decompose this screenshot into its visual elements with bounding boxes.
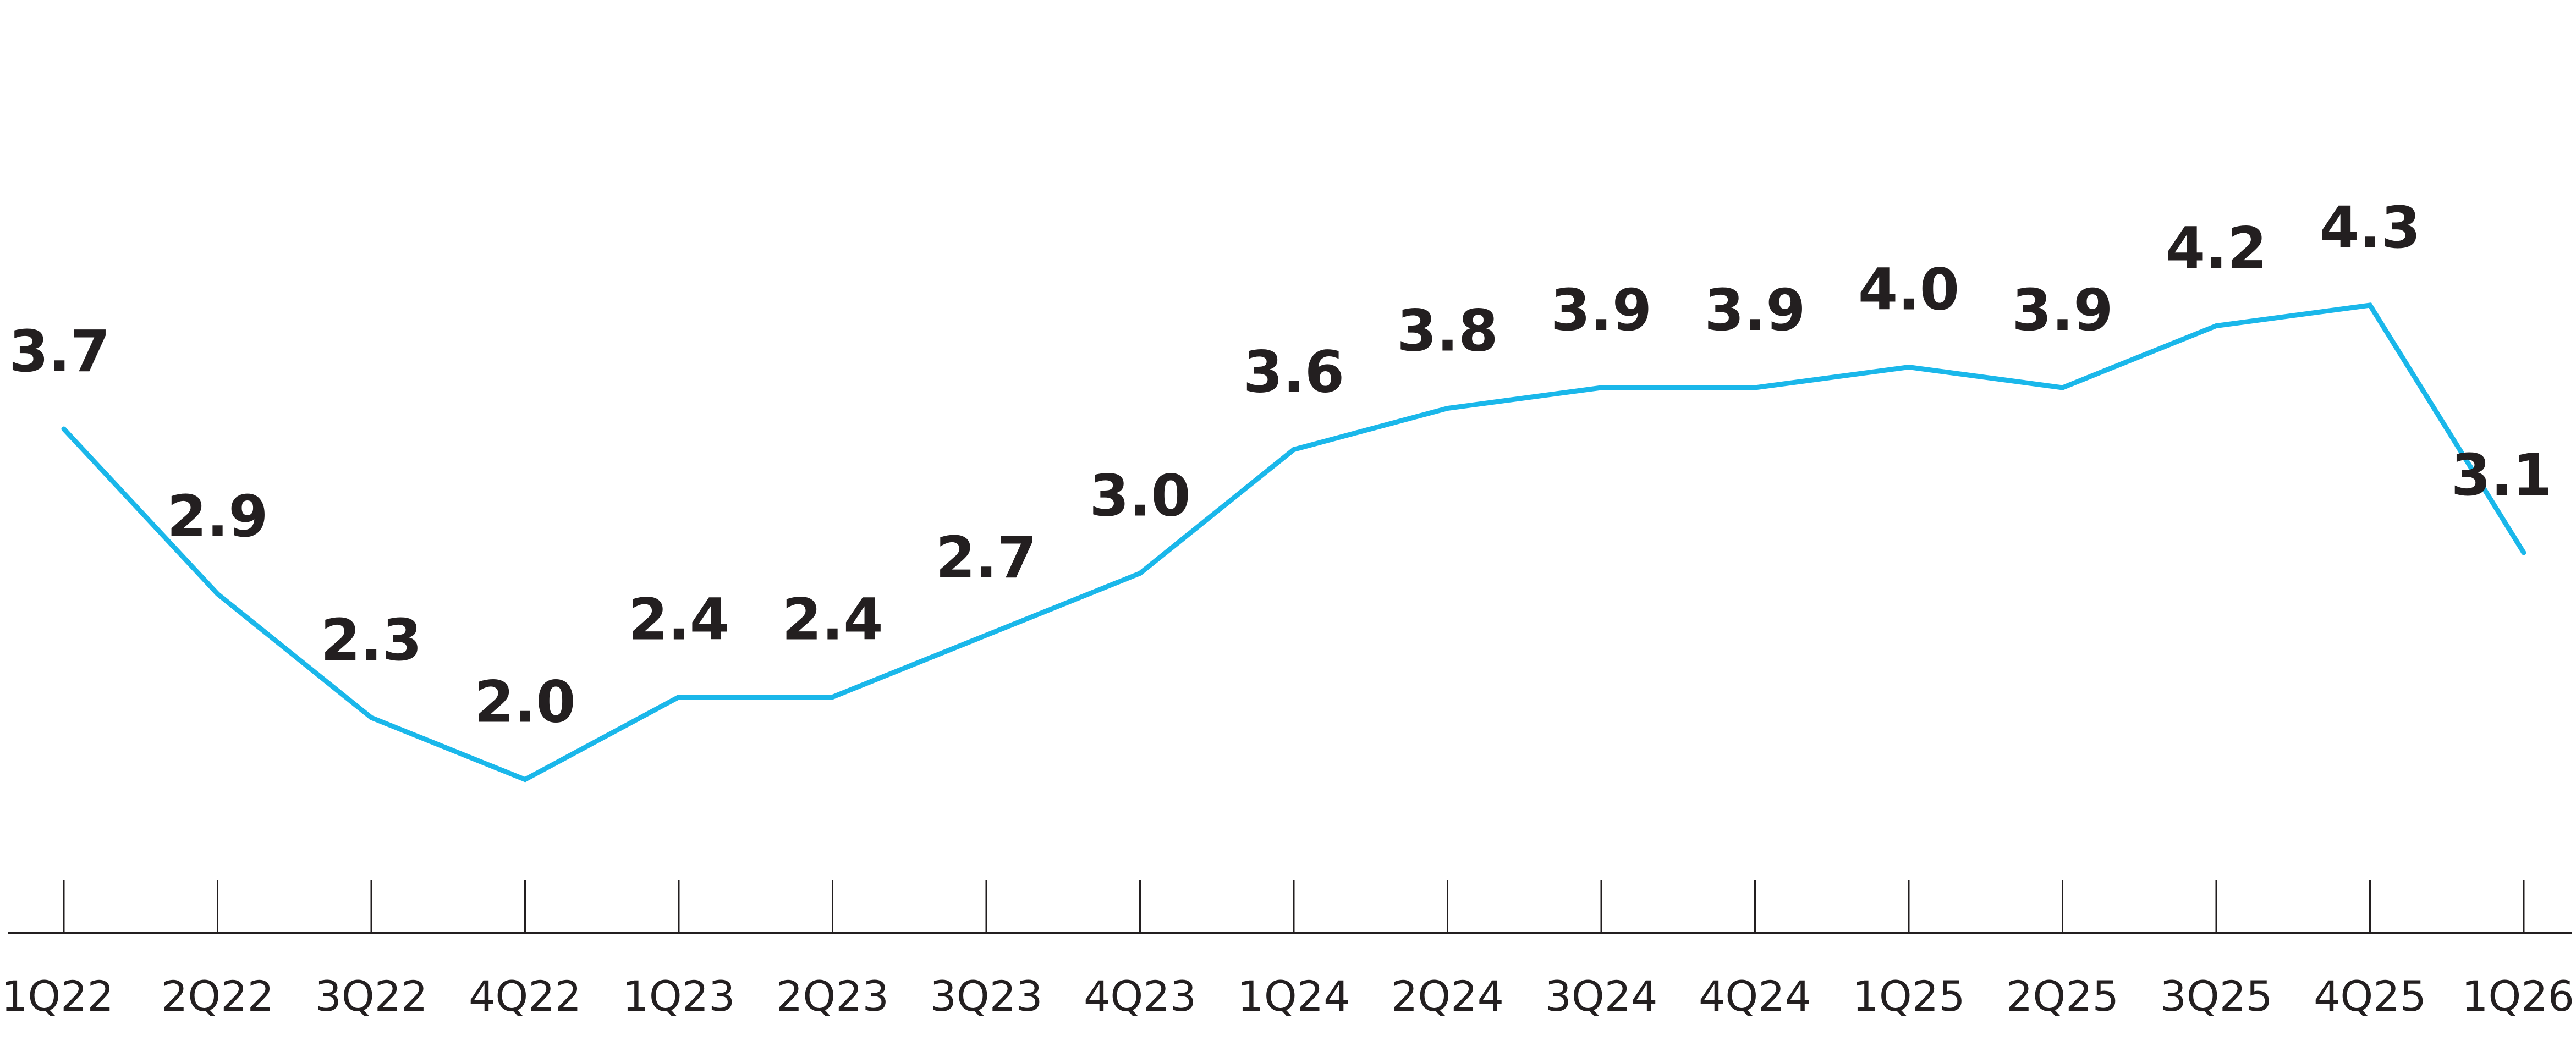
x-tick-label: 1Q25 <box>1853 972 1965 1021</box>
x-tick-label: 1Q23 <box>623 972 735 1021</box>
data-label: 4.3 <box>2319 194 2420 261</box>
data-label: 3.7 <box>9 318 110 385</box>
data-point <box>2214 323 2219 328</box>
data-point <box>984 632 989 638</box>
data-point <box>676 695 682 700</box>
data-label: 3.9 <box>2012 277 2113 344</box>
series-line-layer <box>61 302 2526 783</box>
data-point <box>830 695 835 700</box>
x-tick-label: 3Q25 <box>2160 972 2273 1021</box>
data-point <box>61 426 67 432</box>
data-label-layer: 3.7 2.9 2.3 2.0 2.4 2.4 2.7 3.0 3.6 3.8 3.9 3.9 4.0 3… <box>9 194 2552 736</box>
data-point <box>1291 447 1297 452</box>
data-point <box>2521 550 2526 555</box>
data-point <box>1906 365 1912 370</box>
data-label: 3.0 <box>1089 462 1190 530</box>
data-label: 3.6 <box>1243 339 1344 406</box>
data-label: 2.7 <box>936 524 1037 591</box>
x-tick-label: 4Q22 <box>469 972 581 1021</box>
data-point <box>1138 571 1143 576</box>
data-label: 2.4 <box>782 586 883 653</box>
data-label: 2.0 <box>474 669 575 736</box>
data-label: 4.2 <box>2166 215 2267 282</box>
x-tick-label: 4Q25 <box>2314 972 2426 1021</box>
data-point <box>2060 385 2065 390</box>
x-tick-label: 1Q24 <box>1238 972 1350 1021</box>
x-axis <box>8 880 2572 934</box>
data-point <box>1753 385 1757 390</box>
x-tick-label: 2Q22 <box>161 972 274 1021</box>
data-label: 3.9 <box>1551 277 1652 344</box>
x-tick-label: 2Q25 <box>2006 972 2119 1021</box>
data-point <box>215 591 220 597</box>
x-tick-label: 3Q23 <box>930 972 1043 1021</box>
data-label: 3.1 <box>2451 442 2552 509</box>
data-label: 2.3 <box>321 607 422 674</box>
data-label: 2.9 <box>167 483 268 550</box>
data-label: 3.9 <box>1704 277 1805 344</box>
data-point <box>2368 302 2372 308</box>
x-tick-label: 4Q24 <box>1699 972 1811 1021</box>
x-tick-label: 4Q23 <box>1084 972 1196 1021</box>
x-tick-label-layer: 1Q22 2Q22 3Q22 4Q22 1Q23 2Q23 3Q23 4Q23 1Q24 2Q24… <box>1 972 2574 1021</box>
x-tick-label: 1Q22 <box>1 972 114 1021</box>
x-tick-label: 1Q26 <box>2462 972 2574 1021</box>
data-label: 2.4 <box>628 586 729 653</box>
data-point <box>369 715 374 720</box>
data-point <box>1599 385 1604 390</box>
data-point <box>523 777 528 782</box>
x-tick-label: 3Q24 <box>1545 972 1658 1021</box>
x-tick-label: 3Q22 <box>315 972 428 1021</box>
x-tick-label: 2Q23 <box>776 972 889 1021</box>
data-point <box>1445 406 1450 411</box>
x-tick-label: 2Q24 <box>1391 972 1504 1021</box>
data-label: 4.0 <box>1858 256 1959 323</box>
data-label: 3.8 <box>1397 298 1498 365</box>
